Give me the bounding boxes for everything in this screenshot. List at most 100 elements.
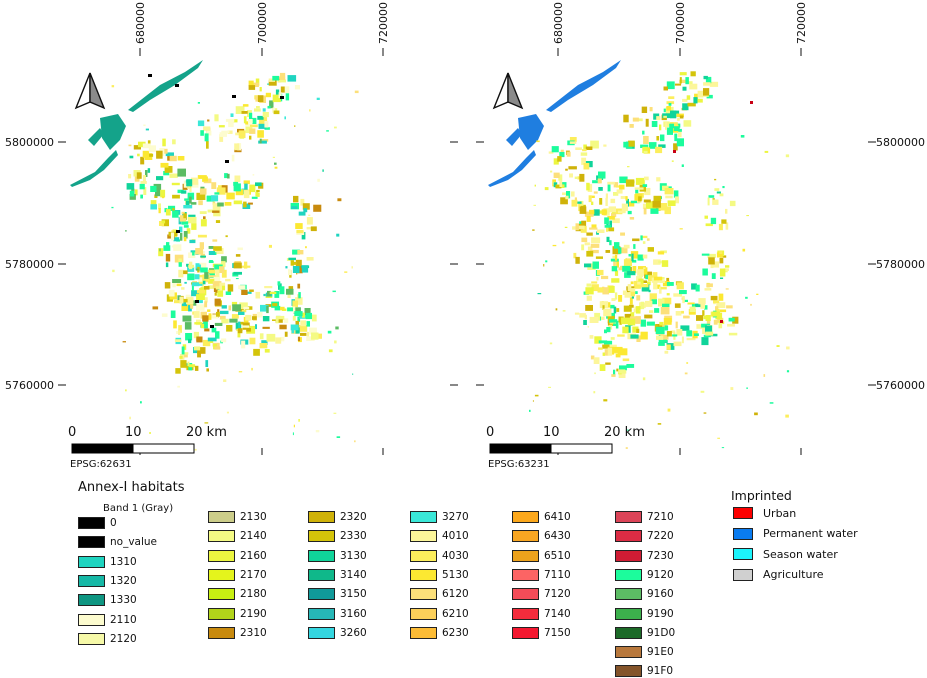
legend-swatch <box>308 549 335 562</box>
legend-label: 3270 <box>442 511 469 523</box>
annex-legend-item: 7230 <box>615 549 674 563</box>
annex-legend-item: 2140 <box>208 529 267 543</box>
legend-swatch <box>208 530 235 543</box>
legend-label: 3140 <box>340 568 367 581</box>
legend-label: Agriculture <box>763 568 824 581</box>
legend-label: 4030 <box>442 549 469 562</box>
legend-swatch <box>308 626 335 639</box>
legend-swatch <box>615 568 642 581</box>
legend-swatch <box>308 607 335 620</box>
annex-legend-item: 6430 <box>512 529 571 543</box>
legend-label: 91E0 <box>647 646 674 659</box>
annex-legend-item: 7140 <box>512 607 571 621</box>
water-body <box>488 60 621 187</box>
legend-label: 7140 <box>544 607 571 620</box>
y-tick-label: 5780000 <box>876 258 925 271</box>
annex-legend-item: 2330 <box>308 529 367 543</box>
legend-swatch <box>78 613 105 626</box>
imprinted-legend-item: Season water <box>733 546 838 562</box>
annex-legend-item: 7150 <box>512 626 571 640</box>
legend-label: 9190 <box>647 607 674 620</box>
legend-label: 7220 <box>647 530 674 543</box>
annex-legend-item: 91F0 <box>615 664 673 678</box>
scale-bar-label: 10 <box>125 425 142 440</box>
legend-swatch <box>410 588 437 601</box>
legend-swatch <box>512 607 539 620</box>
legend-swatch <box>512 511 539 523</box>
x-tick-label: 720000 <box>377 2 390 44</box>
map-panel-left: 680000 700000 720000 5800000 5780000 5760000 0… <box>5 2 458 470</box>
north-arrow <box>74 72 106 110</box>
x-tick-label: 680000 <box>134 2 147 44</box>
annex-legend-item: 7210 <box>615 510 674 524</box>
annex-legend-item: 6230 <box>410 626 469 640</box>
legend-label: 2180 <box>240 588 267 601</box>
legend-label: Urban <box>763 506 797 520</box>
x-tick-label: 700000 <box>256 2 269 44</box>
legend-swatch <box>208 568 235 581</box>
legend-swatch <box>512 626 539 639</box>
legend-swatch <box>410 568 437 581</box>
annex-legend-item: 2130 <box>208 510 267 524</box>
legend-swatch <box>208 626 235 639</box>
annex-legend-item: 3260 <box>308 626 367 640</box>
annex-legend-item: 4010 <box>410 529 469 543</box>
legend-label: 6120 <box>442 588 469 601</box>
annex-legend-item: 4030 <box>410 549 469 563</box>
legend-label: 7210 <box>647 511 674 523</box>
legend-swatch <box>410 549 437 562</box>
scale-bar-label: 10 <box>543 425 560 440</box>
legend-swatch <box>615 665 642 678</box>
scale-bar: 0 10 20 km <box>68 425 227 454</box>
annex-legend-item: 9160 <box>615 587 674 601</box>
legend-label: Permanent water <box>763 527 858 540</box>
legend-label: 91D0 <box>647 626 676 639</box>
annex-legend-item: 91D0 <box>615 626 675 640</box>
annex-legend-item: 6510 <box>512 549 571 563</box>
legend-label: 3260 <box>340 626 367 639</box>
annex-legend-item: 9120 <box>615 568 674 582</box>
legend-label: 1310 <box>110 555 137 568</box>
annex-legend-item: 6210 <box>410 607 469 621</box>
legend-label: 7230 <box>647 549 674 562</box>
legend-label: 0 <box>110 517 117 529</box>
imprinted-legend-item: Agriculture <box>733 567 824 583</box>
legend-label: 2120 <box>110 632 137 645</box>
x-tick-label: 700000 <box>674 2 687 44</box>
legend-swatch <box>208 511 235 523</box>
legend-label: 5130 <box>442 568 469 581</box>
legend-label: 9160 <box>647 588 674 601</box>
annex-legend-item: 9190 <box>615 607 674 621</box>
y-tick-label: 5780000 <box>5 258 54 271</box>
legend-swatch <box>733 548 753 560</box>
legend-label: 6510 <box>544 549 571 562</box>
legend-swatch <box>733 527 753 540</box>
epsg-label: EPSG:62631 <box>70 459 132 470</box>
water-body <box>70 60 203 187</box>
annex-legend-item: 2320 <box>308 510 367 524</box>
annex-legend-item: 3150 <box>308 587 367 601</box>
band-label: Band 1 (Gray) <box>103 503 174 514</box>
annex-legend-item: 1310 <box>78 555 137 569</box>
legend-swatch <box>615 511 642 523</box>
annex-legend-item: 1320 <box>78 574 137 588</box>
legend-label: 7120 <box>544 588 571 601</box>
legend-swatch <box>208 588 235 601</box>
north-arrow <box>492 72 524 110</box>
legend-label: 2110 <box>110 613 137 626</box>
legend-swatch <box>410 511 437 523</box>
legend-label: 1320 <box>110 574 137 587</box>
annex-legend-item: 5130 <box>410 568 469 582</box>
legend-label: 2140 <box>240 530 267 543</box>
annex-legend-item: 1330 <box>78 593 137 607</box>
annex-legend-item: 0 <box>78 516 117 530</box>
legend-swatch <box>308 588 335 601</box>
annex-legend-item: 2190 <box>208 607 267 621</box>
legend-swatch <box>78 536 105 549</box>
annex-legend-item: 6120 <box>410 587 469 601</box>
annex-legend-item: 3160 <box>308 607 367 621</box>
legend-swatch <box>308 511 335 523</box>
annex-legend-title: Annex-I habitats <box>78 480 185 495</box>
legend-swatch <box>615 646 642 659</box>
legend-label: 7110 <box>544 568 571 581</box>
